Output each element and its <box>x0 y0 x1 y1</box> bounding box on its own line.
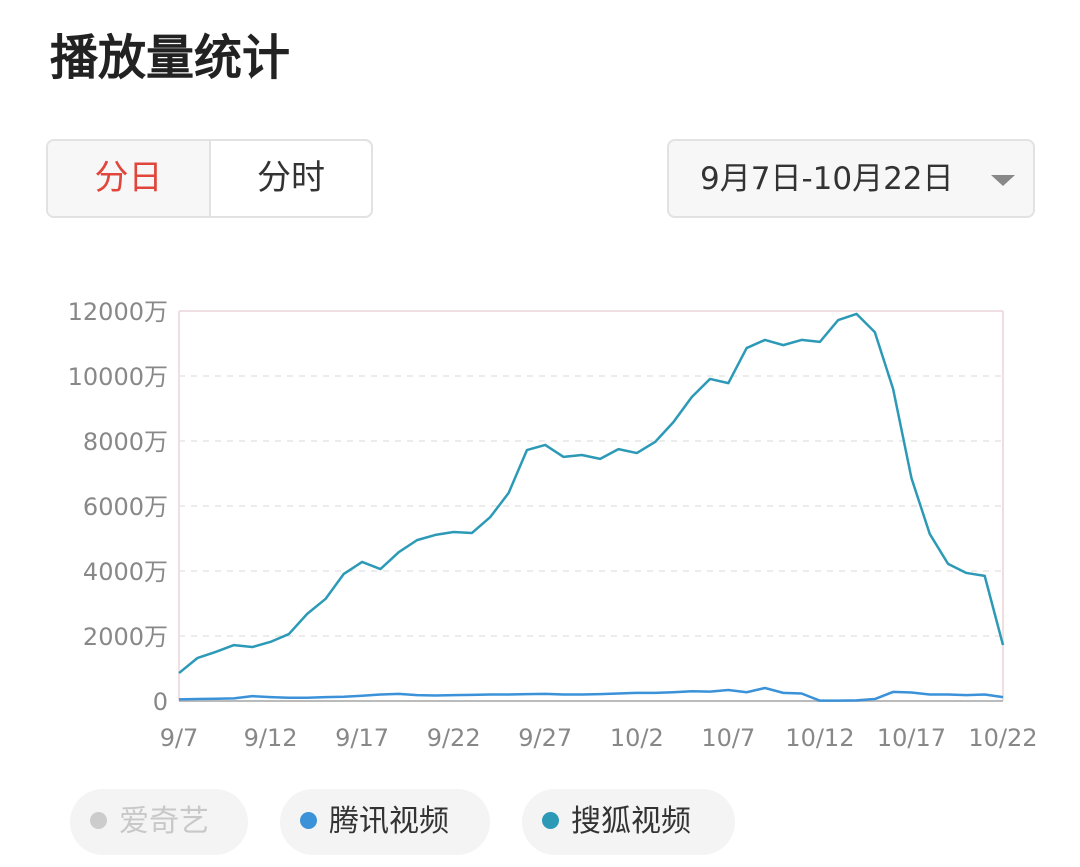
legend-item[interactable]: 腾讯视频 <box>280 789 490 855</box>
tab-button[interactable]: 分时 <box>257 158 325 198</box>
date-dropdown[interactable]: 9月7日-10月22日 <box>667 139 1035 218</box>
x-tick-label: 10/22 <box>968 724 1037 752</box>
y-tick-label: 12000万 <box>68 298 168 326</box>
y-tick-label: 4000万 <box>83 558 168 586</box>
date-range: 9月7日-10月22日 <box>700 161 954 197</box>
x-tick-label: 10/12 <box>785 724 854 752</box>
y-tick-label: 6000万 <box>83 493 168 521</box>
dropdown-caret <box>991 175 1015 186</box>
legend-label: 腾讯视频 <box>329 804 449 839</box>
data-line <box>178 312 1005 675</box>
legend-label: 爱奇艺 <box>119 804 209 839</box>
x-tick-label: 10/7 <box>701 724 755 752</box>
y-tick-label: 8000万 <box>83 428 168 456</box>
x-tick-label: 9/27 <box>518 724 572 752</box>
tab-group: 分日 分时 <box>46 139 373 218</box>
x-tick-label: 10/2 <box>610 724 664 752</box>
x-tick-label: 9/12 <box>244 724 298 752</box>
page-title: 播放量统计 <box>50 30 291 86</box>
x-tick-label: 9/22 <box>427 724 481 752</box>
legend-dot <box>300 812 317 829</box>
y-tick-label: 0 <box>153 688 168 716</box>
x-tick-label: 10/17 <box>877 724 946 752</box>
tab-button[interactable]: 分日 <box>48 141 211 216</box>
legend-dot <box>542 812 559 829</box>
y-tick-label: 10000万 <box>68 363 168 391</box>
legend-label: 搜狐视频 <box>571 804 691 839</box>
x-tick-label: 9/7 <box>160 724 199 752</box>
legend-item[interactable]: 搜狐视频 <box>522 789 735 855</box>
data-line <box>178 686 1004 702</box>
x-tick-label: 9/17 <box>335 724 389 752</box>
legend-item[interactable]: 爱奇艺 <box>70 789 248 855</box>
legend-dot <box>90 812 107 829</box>
y-tick-label: 2000万 <box>83 623 168 651</box>
